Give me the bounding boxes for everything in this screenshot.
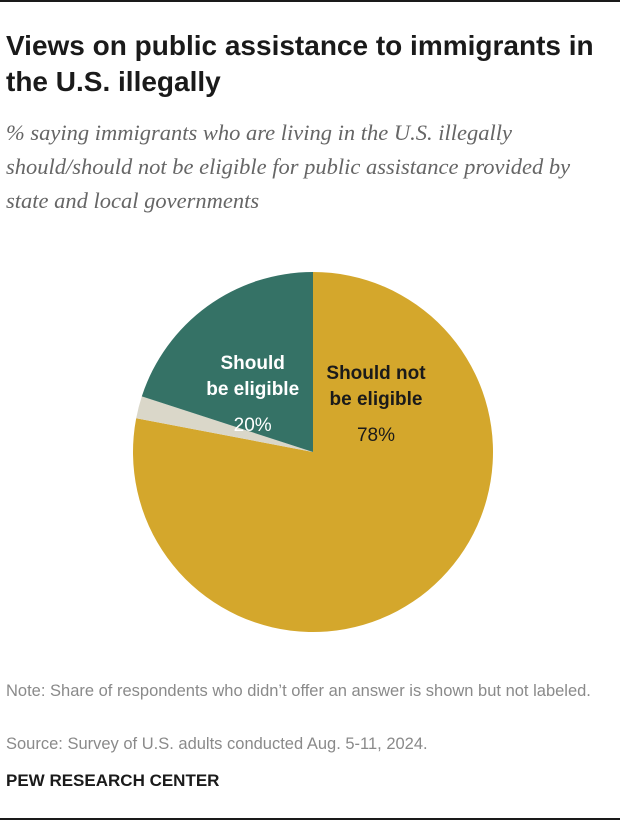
bottom-rule <box>0 818 620 820</box>
brand-logo-text: PEW RESEARCH CENTER <box>6 771 220 790</box>
pie-chart: Should not be eligible 78% Should be eligibl… <box>133 272 494 632</box>
chart-title: Views on public assistance to immigrants… <box>6 30 594 97</box>
pie-slice-should-not-be-eligible <box>133 272 494 632</box>
pie-slice-should-be-eligible <box>141 272 313 452</box>
slice-value-should-not-be-eligible: 78% <box>357 425 395 446</box>
slice-label-should-not-be-eligible-line-1: Should not <box>326 363 426 384</box>
pie-slices <box>133 272 494 632</box>
chart-subtitle: % saying immigrants who are living in th… <box>6 120 571 213</box>
slice-label-should-be-eligible-line-1: Should <box>221 353 285 374</box>
pie-labels: Should not be eligible 78% Should be eligibl… <box>206 353 426 446</box>
slice-label-should-not-be-eligible-line-2: be eligible <box>330 389 423 410</box>
pie-slice-no-answer <box>136 396 313 452</box>
slice-value-should-be-eligible: 20% <box>234 415 272 436</box>
chart-note: Note: Share of respondents who didn’t of… <box>6 682 591 700</box>
chart-source: Source: Survey of U.S. adults conducted … <box>6 735 428 753</box>
top-rule <box>0 0 620 2</box>
slice-label-should-be-eligible-line-2: be eligible <box>206 379 299 400</box>
